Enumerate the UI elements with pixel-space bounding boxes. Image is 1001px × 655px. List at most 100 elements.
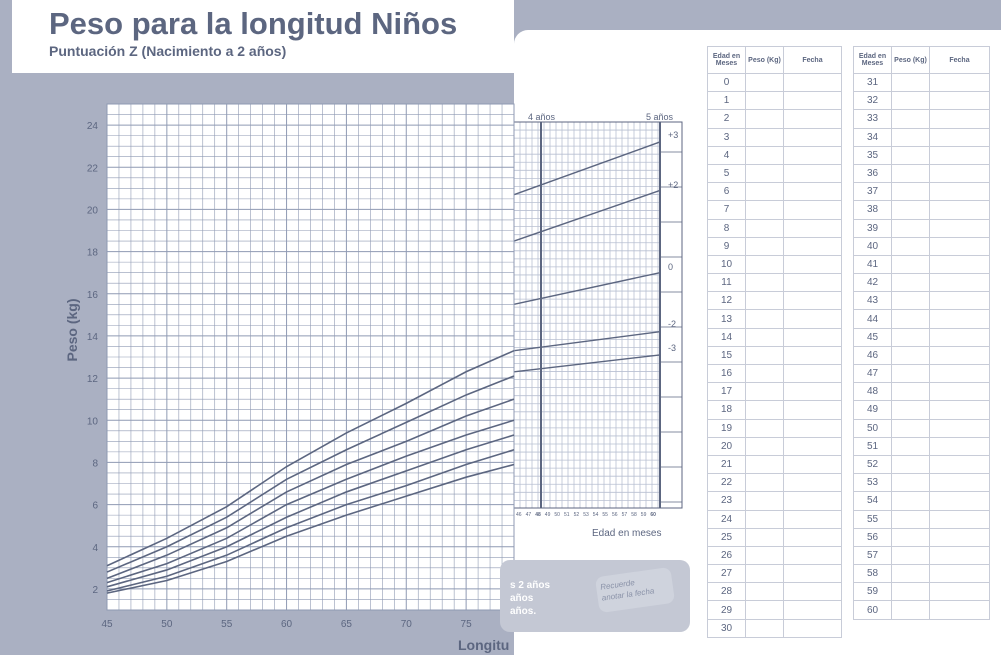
- weight-cell[interactable]: [891, 527, 930, 547]
- weight-cell[interactable]: [745, 91, 784, 111]
- date-cell[interactable]: [929, 545, 990, 566]
- date-cell[interactable]: [783, 182, 842, 202]
- date-cell[interactable]: [929, 236, 990, 256]
- weight-cell[interactable]: [745, 473, 784, 493]
- weight-cell[interactable]: [891, 109, 930, 129]
- weight-cell[interactable]: [745, 163, 784, 184]
- weight-cell[interactable]: [745, 218, 784, 238]
- date-cell[interactable]: [783, 273, 842, 293]
- date-cell[interactable]: [929, 127, 990, 147]
- weight-cell[interactable]: [745, 600, 784, 620]
- date-cell[interactable]: [929, 363, 990, 384]
- date-cell[interactable]: [929, 382, 990, 402]
- weight-cell[interactable]: [745, 291, 784, 311]
- weight-cell[interactable]: [891, 145, 930, 165]
- weight-cell[interactable]: [745, 509, 784, 529]
- weight-cell[interactable]: [891, 345, 930, 366]
- date-cell[interactable]: [929, 182, 990, 202]
- weight-cell[interactable]: [745, 309, 784, 329]
- date-cell[interactable]: [929, 109, 990, 129]
- date-cell[interactable]: [929, 473, 990, 493]
- date-cell[interactable]: [929, 345, 990, 366]
- date-cell[interactable]: [783, 109, 842, 129]
- date-cell[interactable]: [929, 582, 990, 602]
- date-cell[interactable]: [783, 363, 842, 384]
- date-cell[interactable]: [783, 145, 842, 165]
- weight-cell[interactable]: [891, 200, 930, 220]
- weight-cell[interactable]: [891, 582, 930, 602]
- weight-cell[interactable]: [745, 582, 784, 602]
- weight-cell[interactable]: [745, 618, 784, 638]
- date-cell[interactable]: [783, 527, 842, 547]
- weight-cell[interactable]: [891, 163, 930, 184]
- date-cell[interactable]: [783, 382, 842, 402]
- date-cell[interactable]: [783, 163, 842, 184]
- weight-cell[interactable]: [745, 182, 784, 202]
- weight-cell[interactable]: [745, 382, 784, 402]
- weight-cell[interactable]: [745, 491, 784, 511]
- weight-cell[interactable]: [891, 600, 930, 620]
- date-cell[interactable]: [929, 145, 990, 165]
- weight-cell[interactable]: [891, 491, 930, 511]
- weight-cell[interactable]: [745, 363, 784, 384]
- date-cell[interactable]: [783, 127, 842, 147]
- weight-cell[interactable]: [891, 236, 930, 256]
- weight-cell[interactable]: [891, 127, 930, 147]
- date-cell[interactable]: [929, 436, 990, 456]
- weight-cell[interactable]: [891, 327, 930, 347]
- weight-cell[interactable]: [745, 418, 784, 438]
- weight-cell[interactable]: [891, 91, 930, 111]
- weight-cell[interactable]: [745, 454, 784, 475]
- weight-cell[interactable]: [745, 545, 784, 566]
- date-cell[interactable]: [783, 236, 842, 256]
- weight-cell[interactable]: [745, 564, 784, 584]
- weight-cell[interactable]: [891, 254, 930, 275]
- date-cell[interactable]: [929, 400, 990, 420]
- weight-cell[interactable]: [891, 509, 930, 529]
- weight-cell[interactable]: [891, 182, 930, 202]
- date-cell[interactable]: [929, 564, 990, 584]
- weight-cell[interactable]: [745, 127, 784, 147]
- date-cell[interactable]: [783, 327, 842, 347]
- date-cell[interactable]: [929, 509, 990, 529]
- weight-cell[interactable]: [745, 200, 784, 220]
- weight-cell[interactable]: [745, 109, 784, 129]
- date-cell[interactable]: [929, 91, 990, 111]
- date-cell[interactable]: [929, 163, 990, 184]
- date-cell[interactable]: [783, 72, 842, 93]
- weight-cell[interactable]: [745, 436, 784, 456]
- weight-cell[interactable]: [745, 400, 784, 420]
- weight-cell[interactable]: [745, 327, 784, 347]
- date-cell[interactable]: [783, 545, 842, 566]
- weight-cell[interactable]: [891, 273, 930, 293]
- weight-cell[interactable]: [745, 72, 784, 93]
- weight-cell[interactable]: [891, 309, 930, 329]
- weight-cell[interactable]: [891, 382, 930, 402]
- weight-cell[interactable]: [745, 527, 784, 547]
- date-cell[interactable]: [929, 527, 990, 547]
- weight-cell[interactable]: [891, 473, 930, 493]
- date-cell[interactable]: [929, 72, 990, 93]
- weight-cell[interactable]: [745, 273, 784, 293]
- date-cell[interactable]: [929, 418, 990, 438]
- date-cell[interactable]: [929, 327, 990, 347]
- weight-cell[interactable]: [891, 545, 930, 566]
- weight-cell[interactable]: [891, 418, 930, 438]
- date-cell[interactable]: [783, 436, 842, 456]
- date-cell[interactable]: [783, 309, 842, 329]
- weight-cell[interactable]: [745, 236, 784, 256]
- date-cell[interactable]: [783, 564, 842, 584]
- weight-cell[interactable]: [891, 436, 930, 456]
- date-cell[interactable]: [929, 200, 990, 220]
- date-cell[interactable]: [783, 200, 842, 220]
- date-cell[interactable]: [783, 454, 842, 475]
- date-cell[interactable]: [783, 218, 842, 238]
- date-cell[interactable]: [783, 582, 842, 602]
- date-cell[interactable]: [929, 291, 990, 311]
- date-cell[interactable]: [929, 273, 990, 293]
- date-cell[interactable]: [783, 509, 842, 529]
- date-cell[interactable]: [929, 309, 990, 329]
- weight-cell[interactable]: [891, 400, 930, 420]
- date-cell[interactable]: [929, 491, 990, 511]
- weight-cell[interactable]: [891, 454, 930, 475]
